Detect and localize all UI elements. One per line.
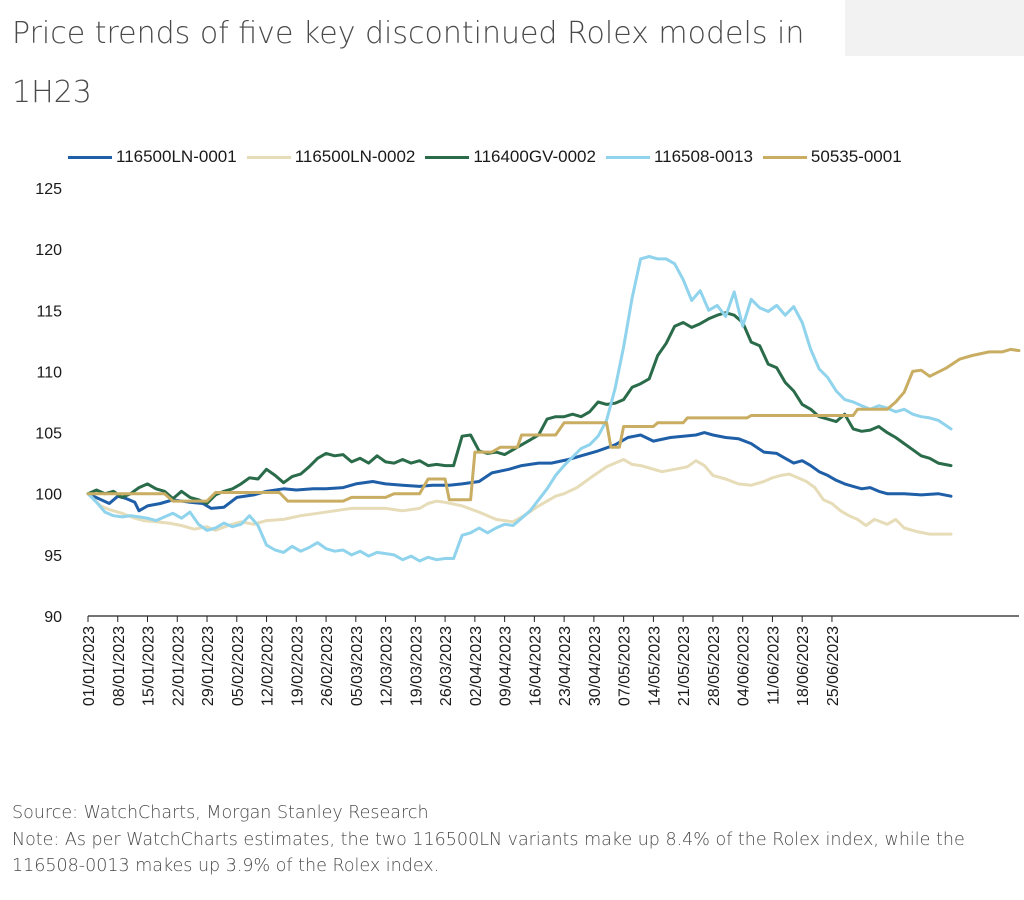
x-tick-label: 30/04/2023: [587, 626, 604, 706]
x-tick-label: 26/02/2023: [319, 626, 336, 706]
x-tick-label: 05/02/2023: [230, 626, 247, 706]
legend-item-116500ln-0001: 116500LN-0001: [68, 147, 237, 167]
y-tick-label: 125: [35, 181, 62, 198]
y-tick-label: 120: [35, 242, 62, 259]
x-tick-label: 29/01/2023: [200, 626, 217, 706]
x-tick-label: 18/06/2023: [795, 626, 812, 706]
legend-label: 116508-0013: [653, 147, 753, 166]
chart-title: Price trends of five key discontinued Ro…: [12, 16, 805, 110]
chart-footer: Source: WatchCharts, Morgan Stanley Rese…: [12, 800, 1012, 880]
x-tick-label: 12/03/2023: [379, 626, 396, 706]
x-tick-label: 14/05/2023: [646, 626, 663, 706]
x-tick-label: 04/06/2023: [736, 626, 753, 706]
legend-swatch: [762, 155, 807, 159]
legend-swatch: [425, 155, 470, 159]
methodology-note: Note: As per WatchCharts estimates, the …: [12, 829, 965, 877]
chart-legend: 116500LN-0001 116500LN-0002 116400GV-000…: [68, 146, 912, 168]
series-line-50535-0001: [86, 347, 1021, 503]
y-tick-label: 105: [35, 426, 62, 443]
y-axis: 90 95 100 105 110 115 120 125: [35, 181, 62, 626]
x-tick-label: 16/04/2023: [527, 626, 544, 706]
x-tick-label: 19/02/2023: [289, 626, 306, 706]
x-tick-label: 26/03/2023: [438, 626, 455, 706]
series-line-116400gv-0002: [86, 311, 953, 505]
legend-swatch: [68, 155, 112, 159]
x-tick-label: 05/03/2023: [349, 626, 366, 706]
legend-swatch: [605, 155, 650, 159]
y-tick-label: 100: [35, 487, 62, 504]
x-tick-label: 09/04/2023: [498, 626, 515, 706]
series-line-116500ln-0001: [86, 431, 953, 513]
plot-area: [86, 255, 1021, 563]
x-tick-label: 08/01/2023: [111, 626, 128, 706]
y-tick-label: 110: [36, 364, 62, 381]
x-tick-label: 12/02/2023: [260, 626, 277, 706]
x-tick-label: 07/05/2023: [617, 626, 634, 706]
legend-swatch: [246, 155, 291, 159]
legend-label: 116400GV-0002: [473, 147, 596, 166]
series-line-116500ln-0002: [86, 458, 953, 536]
series-line-116508-0013: [86, 255, 953, 563]
y-tick-label: 115: [36, 303, 62, 320]
x-tick-label: 23/04/2023: [557, 626, 574, 706]
x-tick-label: 15/01/2023: [141, 626, 158, 706]
source-note: Source: WatchCharts, Morgan Stanley Rese…: [12, 803, 429, 823]
x-tick-label: 11/06/2023: [765, 626, 782, 705]
x-tick-label: 19/03/2023: [408, 626, 425, 706]
legend-item-50535-0001: 50535-0001: [762, 147, 902, 167]
legend-item-116508-0013: 116508-0013: [605, 147, 753, 167]
legend-label: 116500LN-0002: [294, 147, 416, 166]
y-tick-label: 90: [44, 609, 62, 626]
x-tick-label: 01/01/2023: [81, 626, 98, 706]
x-tick-label: 22/01/2023: [170, 626, 187, 706]
legend-label: 50535-0001: [810, 147, 902, 166]
legend-item-116500ln-0002: 116500LN-0002: [246, 147, 416, 167]
x-tick-label: 02/04/2023: [468, 626, 485, 706]
corner-box: [845, 0, 1024, 56]
price-trend-chart: 90 95 100 105 110 115 120 125 01/01/2023 08/01/2…: [35, 181, 1021, 706]
x-axis: 01/01/2023 08/01/2023 15/01/2023 22/01/2023…: [81, 615, 1019, 706]
x-tick-label: 21/05/2023: [676, 626, 693, 706]
legend-item-116400gv-0002: 116400GV-0002: [425, 147, 596, 167]
legend-label: 116500LN-0001: [116, 147, 237, 166]
y-tick-label: 95: [44, 548, 62, 565]
x-tick-label: 25/06/2023: [825, 626, 842, 706]
x-tick-label: 28/05/2023: [706, 626, 723, 706]
